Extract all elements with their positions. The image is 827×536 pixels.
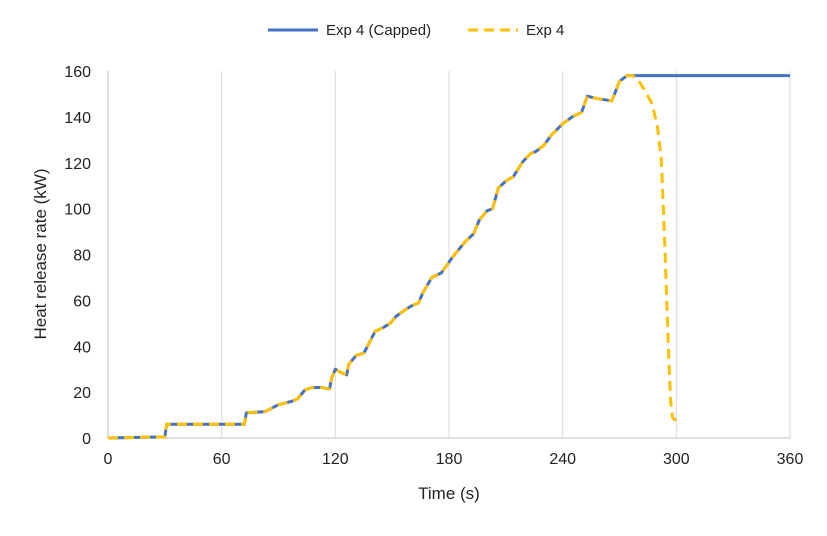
x-tick-label: 300 xyxy=(663,451,690,468)
tick-labels: 0 60 120 180 240 300 360 0 20 40 60 80 100 120 140 160 xyxy=(64,64,803,468)
legend-label-exp4: Exp 4 xyxy=(526,22,564,39)
series-line-exp4 xyxy=(107,74,677,440)
legend-label-exp4-capped: Exp 4 (Capped) xyxy=(326,22,431,39)
y-tick-label: 40 xyxy=(73,339,91,356)
y-tick-label: 60 xyxy=(73,293,91,310)
y-tick-label: 100 xyxy=(64,202,91,219)
y-tick-label: 140 xyxy=(64,110,91,127)
x-axis-title: Time (s) xyxy=(418,484,480,503)
legend: Exp 4 (Capped) Exp 4 xyxy=(268,22,564,39)
x-tick-label: 120 xyxy=(322,451,349,468)
x-tick-label: 0 xyxy=(104,451,113,468)
y-tick-label: 80 xyxy=(73,248,91,265)
x-tick-label: 240 xyxy=(549,451,576,468)
x-tick-label: 60 xyxy=(213,451,231,468)
y-tick-label: 0 xyxy=(82,431,91,448)
series-lines xyxy=(107,74,790,440)
gridlines xyxy=(221,71,791,438)
x-tick-label: 360 xyxy=(777,451,804,468)
y-tick-label: 20 xyxy=(73,385,91,402)
x-tick-label: 180 xyxy=(436,451,463,468)
y-tick-label: 120 xyxy=(64,156,91,173)
y-axis-title: Heat release rate (kW) xyxy=(31,169,50,340)
y-tick-label: 160 xyxy=(64,64,91,81)
axes xyxy=(107,71,790,439)
